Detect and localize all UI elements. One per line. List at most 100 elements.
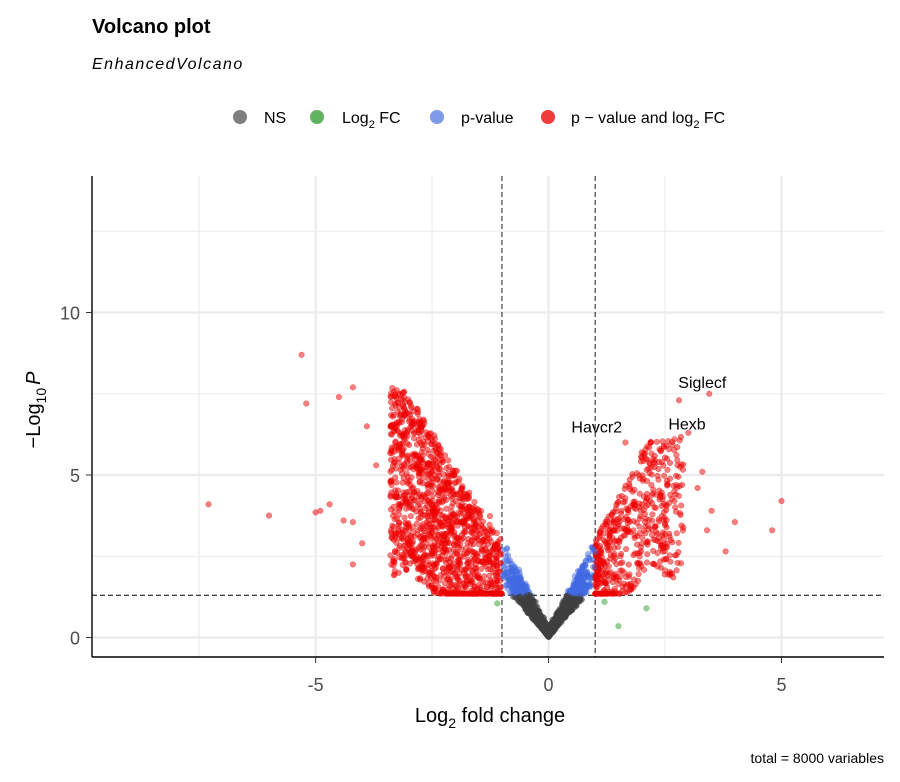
data-point-both xyxy=(623,546,630,553)
data-point-pval xyxy=(522,580,529,587)
data-point-both xyxy=(390,462,397,469)
data-point-both xyxy=(461,527,468,534)
data-point-both xyxy=(398,396,405,403)
y-tick-label: 10 xyxy=(60,304,80,324)
data-point-both xyxy=(676,483,683,490)
data-point-both xyxy=(435,500,442,507)
data-point-both xyxy=(400,445,407,452)
data-point-both xyxy=(431,534,438,541)
data-point-both xyxy=(661,535,668,542)
data-point-both xyxy=(406,442,413,449)
data-point-both xyxy=(415,544,422,551)
data-point-both xyxy=(615,498,622,505)
data-point-both xyxy=(625,561,632,568)
data-point-both xyxy=(644,538,651,545)
data-point-both xyxy=(651,561,658,568)
data-point-pval xyxy=(578,590,585,597)
x-axis-title-main: Log xyxy=(415,705,448,727)
data-point-pval xyxy=(585,573,592,580)
gene-label: Siglecf xyxy=(678,375,727,392)
data-point-both xyxy=(388,412,395,419)
data-point-both xyxy=(429,462,436,469)
data-point-both xyxy=(432,510,439,517)
data-point-both xyxy=(363,423,370,430)
chart-title: Volcano plot xyxy=(92,16,211,38)
data-point-both xyxy=(660,462,667,469)
data-point-both xyxy=(699,468,706,475)
data-point-fc xyxy=(615,623,622,630)
data-point-ns xyxy=(554,617,561,624)
data-point-pval xyxy=(511,566,518,573)
data-point-both xyxy=(603,544,610,551)
data-point-both xyxy=(435,469,442,476)
data-point-both xyxy=(657,494,664,501)
data-point-both xyxy=(397,502,404,509)
data-point-both xyxy=(473,551,480,558)
data-point-both xyxy=(678,560,685,567)
data-point-both xyxy=(326,501,333,508)
data-point-both xyxy=(625,573,632,580)
data-point-both xyxy=(650,547,657,554)
data-point-both xyxy=(431,549,438,556)
data-point-both xyxy=(496,585,503,592)
data-point-both xyxy=(592,574,599,581)
data-point-both xyxy=(401,462,408,469)
data-point-both xyxy=(439,456,446,463)
data-point-both xyxy=(388,390,395,397)
data-point-both xyxy=(460,584,467,591)
data-point-both xyxy=(478,565,485,572)
data-point-both xyxy=(431,562,438,569)
data-point-both xyxy=(266,512,273,519)
data-point-both xyxy=(596,567,603,574)
data-point-both xyxy=(466,503,473,510)
data-point-both xyxy=(610,519,617,526)
data-point-both xyxy=(671,436,678,443)
data-point-ns xyxy=(532,613,539,620)
data-point-both xyxy=(388,477,395,484)
data-point-both xyxy=(431,541,438,548)
data-point-both xyxy=(599,590,606,597)
data-point-both xyxy=(481,528,488,535)
data-point-both xyxy=(652,523,659,530)
data-point-pval xyxy=(504,545,511,552)
data-point-both xyxy=(497,551,504,558)
data-point-both xyxy=(475,507,482,514)
data-point-both xyxy=(675,473,682,480)
data-point-both xyxy=(400,403,407,410)
data-point-both xyxy=(387,449,394,456)
data-point-both xyxy=(425,517,432,524)
data-point-both xyxy=(597,546,604,553)
data-point-both xyxy=(470,541,477,548)
data-point-pval xyxy=(501,573,508,580)
data-point-both xyxy=(413,520,420,527)
data-point-both xyxy=(399,452,406,459)
data-point-both xyxy=(615,580,622,587)
data-point-both xyxy=(390,503,397,510)
data-point-both xyxy=(685,429,692,436)
data-point-both xyxy=(415,515,422,522)
data-point-both xyxy=(619,567,626,574)
data-point-both xyxy=(421,578,428,585)
data-point-both xyxy=(478,522,485,529)
data-point-both xyxy=(396,442,403,449)
data-point-both xyxy=(474,535,481,542)
data-point-both xyxy=(633,519,640,526)
data-point-both xyxy=(393,427,400,434)
data-point-pval xyxy=(507,561,514,568)
data-point-both xyxy=(640,476,647,483)
data-points xyxy=(205,351,785,641)
data-point-both xyxy=(458,503,465,510)
data-point-both xyxy=(427,481,434,488)
data-point-both xyxy=(422,505,429,512)
data-point-both xyxy=(426,433,433,440)
data-point-both xyxy=(667,537,674,544)
legend: NS Log2 FC p-value p − value and log2 FC xyxy=(233,110,725,131)
data-point-both xyxy=(417,533,424,540)
data-point-both xyxy=(636,472,643,479)
data-point-pval xyxy=(576,583,583,590)
data-point-both xyxy=(420,554,427,561)
data-point-both xyxy=(397,432,404,439)
data-point-both xyxy=(661,472,668,479)
data-point-both xyxy=(403,566,410,573)
